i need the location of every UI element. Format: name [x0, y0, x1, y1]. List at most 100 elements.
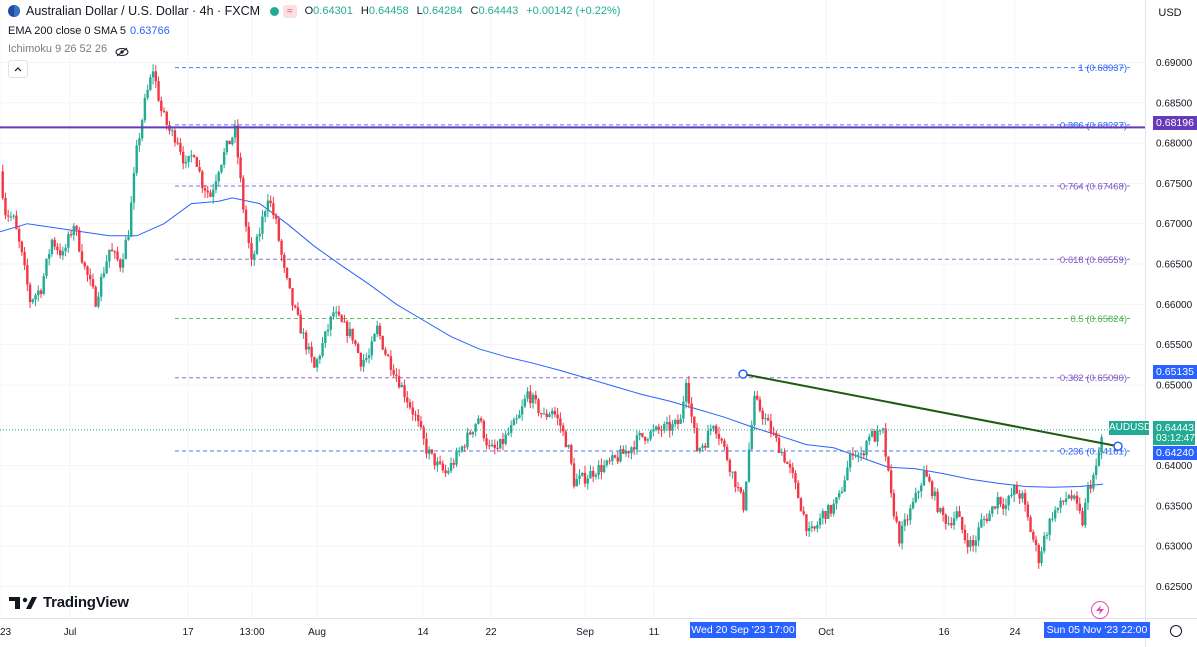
- candle-body: [550, 410, 554, 415]
- candle-body: [192, 155, 196, 158]
- candle: [130, 196, 133, 238]
- candle-body: [1045, 534, 1049, 536]
- candle: [242, 175, 245, 214]
- time-tick-label: 11: [649, 627, 660, 638]
- candle-body: [799, 498, 803, 512]
- candle-body: [116, 251, 119, 260]
- candle: [1037, 543, 1040, 569]
- candle-body: [64, 247, 67, 252]
- candle: [1086, 481, 1090, 510]
- candle: [1043, 532, 1046, 554]
- candle-body: [575, 479, 578, 487]
- candle-body: [602, 465, 606, 473]
- candle: [192, 154, 196, 158]
- candle: [545, 409, 548, 421]
- settings-gear-icon[interactable]: [1170, 625, 1182, 637]
- candle: [952, 511, 956, 530]
- candle-body: [1021, 493, 1024, 499]
- price-tick-label: 0.64000: [1156, 461, 1193, 472]
- candle: [135, 139, 138, 177]
- candle-body: [67, 234, 70, 248]
- candle: [496, 440, 499, 451]
- candle-body: [1048, 518, 1051, 535]
- candle-body: [329, 316, 332, 330]
- lightning-icon[interactable]: [1091, 601, 1109, 619]
- candle-body: [920, 485, 923, 492]
- candle: [1026, 501, 1030, 521]
- candle-body: [376, 325, 379, 335]
- candle-body: [351, 328, 354, 341]
- candle-body: [980, 519, 983, 528]
- candle: [889, 464, 893, 498]
- candle: [228, 140, 231, 145]
- candle: [591, 466, 595, 483]
- candle-body: [846, 467, 849, 481]
- eye-slash-icon[interactable]: [115, 44, 129, 57]
- candle: [406, 391, 409, 409]
- candle: [441, 460, 445, 473]
- candle: [876, 425, 879, 447]
- candle: [695, 422, 699, 452]
- candle-body: [660, 429, 663, 431]
- candle: [635, 430, 639, 455]
- candle-body: [728, 459, 732, 472]
- candle: [244, 205, 248, 232]
- compare-badge[interactable]: ≈: [283, 4, 297, 18]
- candle-body: [455, 451, 458, 465]
- currency-button[interactable]: USD: [1158, 7, 1182, 19]
- candle: [540, 412, 543, 419]
- ema-indicator-label[interactable]: EMA 200 close 0 SMA 5: [8, 25, 127, 37]
- candle: [247, 221, 250, 249]
- ichimoku-indicator-label[interactable]: Ichimoku 9 26 52 26: [8, 43, 108, 55]
- chevron-up-icon[interactable]: [8, 60, 28, 78]
- candle: [203, 184, 207, 198]
- candle-body: [941, 508, 945, 515]
- candle-body: [1010, 494, 1013, 496]
- candle: [974, 535, 978, 553]
- candle: [83, 261, 86, 270]
- candle-body: [397, 376, 401, 388]
- candle: [854, 450, 857, 459]
- candle-body: [933, 491, 937, 496]
- candle: [466, 427, 469, 451]
- candle: [272, 196, 275, 220]
- candle-body: [179, 142, 182, 152]
- candle-body: [263, 211, 267, 217]
- candle-body: [253, 254, 256, 260]
- candle-body: [31, 299, 35, 302]
- candle: [99, 273, 103, 302]
- candle-body: [567, 445, 570, 448]
- candle: [1064, 491, 1068, 506]
- candle: [507, 427, 510, 436]
- candle-body: [851, 453, 855, 456]
- ichimoku-indicator-row[interactable]: Ichimoku 9 26 52 26: [8, 43, 129, 57]
- candle: [714, 423, 718, 439]
- tradingview-logo[interactable]: TradingView: [9, 594, 129, 611]
- candle-body: [548, 414, 551, 418]
- candle: [772, 426, 775, 436]
- candle: [258, 227, 261, 242]
- candle: [665, 416, 669, 431]
- candle: [291, 288, 294, 311]
- candle-body: [187, 156, 190, 162]
- candle: [567, 444, 570, 449]
- candle-body: [589, 470, 592, 479]
- candle-body: [772, 432, 775, 434]
- candle: [285, 267, 289, 281]
- candle: [201, 169, 204, 194]
- symbol-title[interactable]: Australian Dollar / U.S. Dollar · 4h · F…: [26, 4, 261, 18]
- candle-body: [17, 229, 21, 242]
- candle: [12, 213, 15, 220]
- candle-body: [591, 470, 595, 477]
- market-open-dot-icon: [270, 6, 280, 16]
- candle-body: [870, 430, 874, 437]
- chart-header: Australian Dollar / U.S. Dollar · 4h · F…: [0, 0, 1140, 64]
- candle: [1032, 529, 1035, 543]
- ema-indicator-row[interactable]: EMA 200 close 0 SMA 5 0.63766: [8, 25, 170, 37]
- candle-body: [499, 439, 502, 449]
- candle-body: [466, 432, 469, 448]
- candle-body: [378, 325, 382, 337]
- candle: [91, 273, 95, 289]
